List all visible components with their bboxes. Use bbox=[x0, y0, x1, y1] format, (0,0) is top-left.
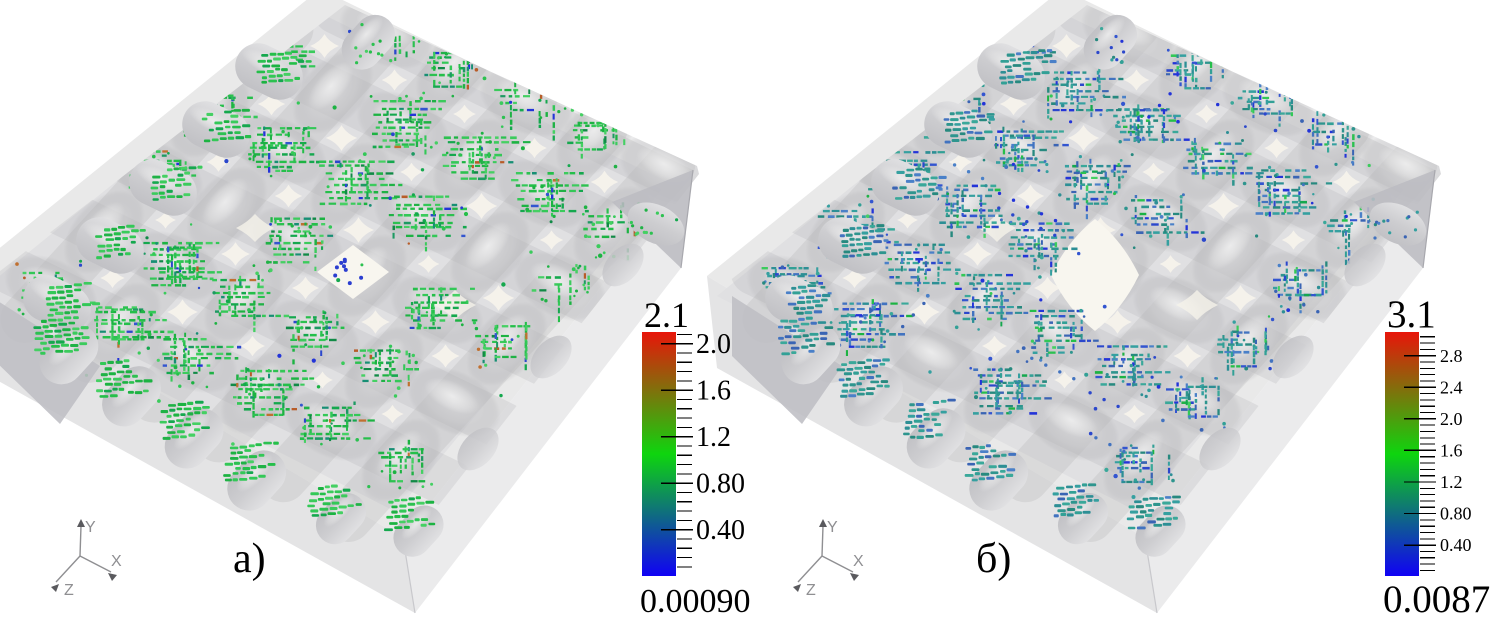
svg-text:X: X bbox=[853, 553, 864, 570]
svg-text:0.0087: 0.0087 bbox=[1383, 578, 1490, 621]
svg-text:0.40: 0.40 bbox=[696, 515, 745, 546]
svg-text:б): б) bbox=[976, 536, 1011, 582]
svg-text:1.2: 1.2 bbox=[1440, 472, 1463, 492]
svg-text:1.6: 1.6 bbox=[1440, 441, 1463, 461]
svg-text:2.8: 2.8 bbox=[1440, 346, 1463, 366]
svg-text:Y: Y bbox=[827, 519, 838, 536]
svg-text:0.40: 0.40 bbox=[1440, 535, 1472, 555]
svg-text:Z: Z bbox=[806, 582, 816, 599]
svg-text:а): а) bbox=[233, 536, 266, 582]
svg-text:2.1: 2.1 bbox=[644, 295, 689, 335]
svg-text:0.80: 0.80 bbox=[1440, 504, 1472, 524]
svg-text:Y: Y bbox=[85, 519, 96, 536]
svg-text:0.00090: 0.00090 bbox=[640, 583, 751, 620]
svg-text:X: X bbox=[111, 553, 122, 570]
svg-text:0.80: 0.80 bbox=[696, 469, 745, 500]
svg-text:2.0: 2.0 bbox=[696, 329, 731, 360]
svg-text:Z: Z bbox=[64, 582, 74, 599]
svg-text:2.0: 2.0 bbox=[1440, 409, 1463, 429]
svg-text:3.1: 3.1 bbox=[1387, 293, 1436, 336]
svg-text:1.2: 1.2 bbox=[696, 422, 731, 453]
svg-text:2.4: 2.4 bbox=[1440, 377, 1463, 397]
svg-text:1.6: 1.6 bbox=[696, 376, 731, 407]
